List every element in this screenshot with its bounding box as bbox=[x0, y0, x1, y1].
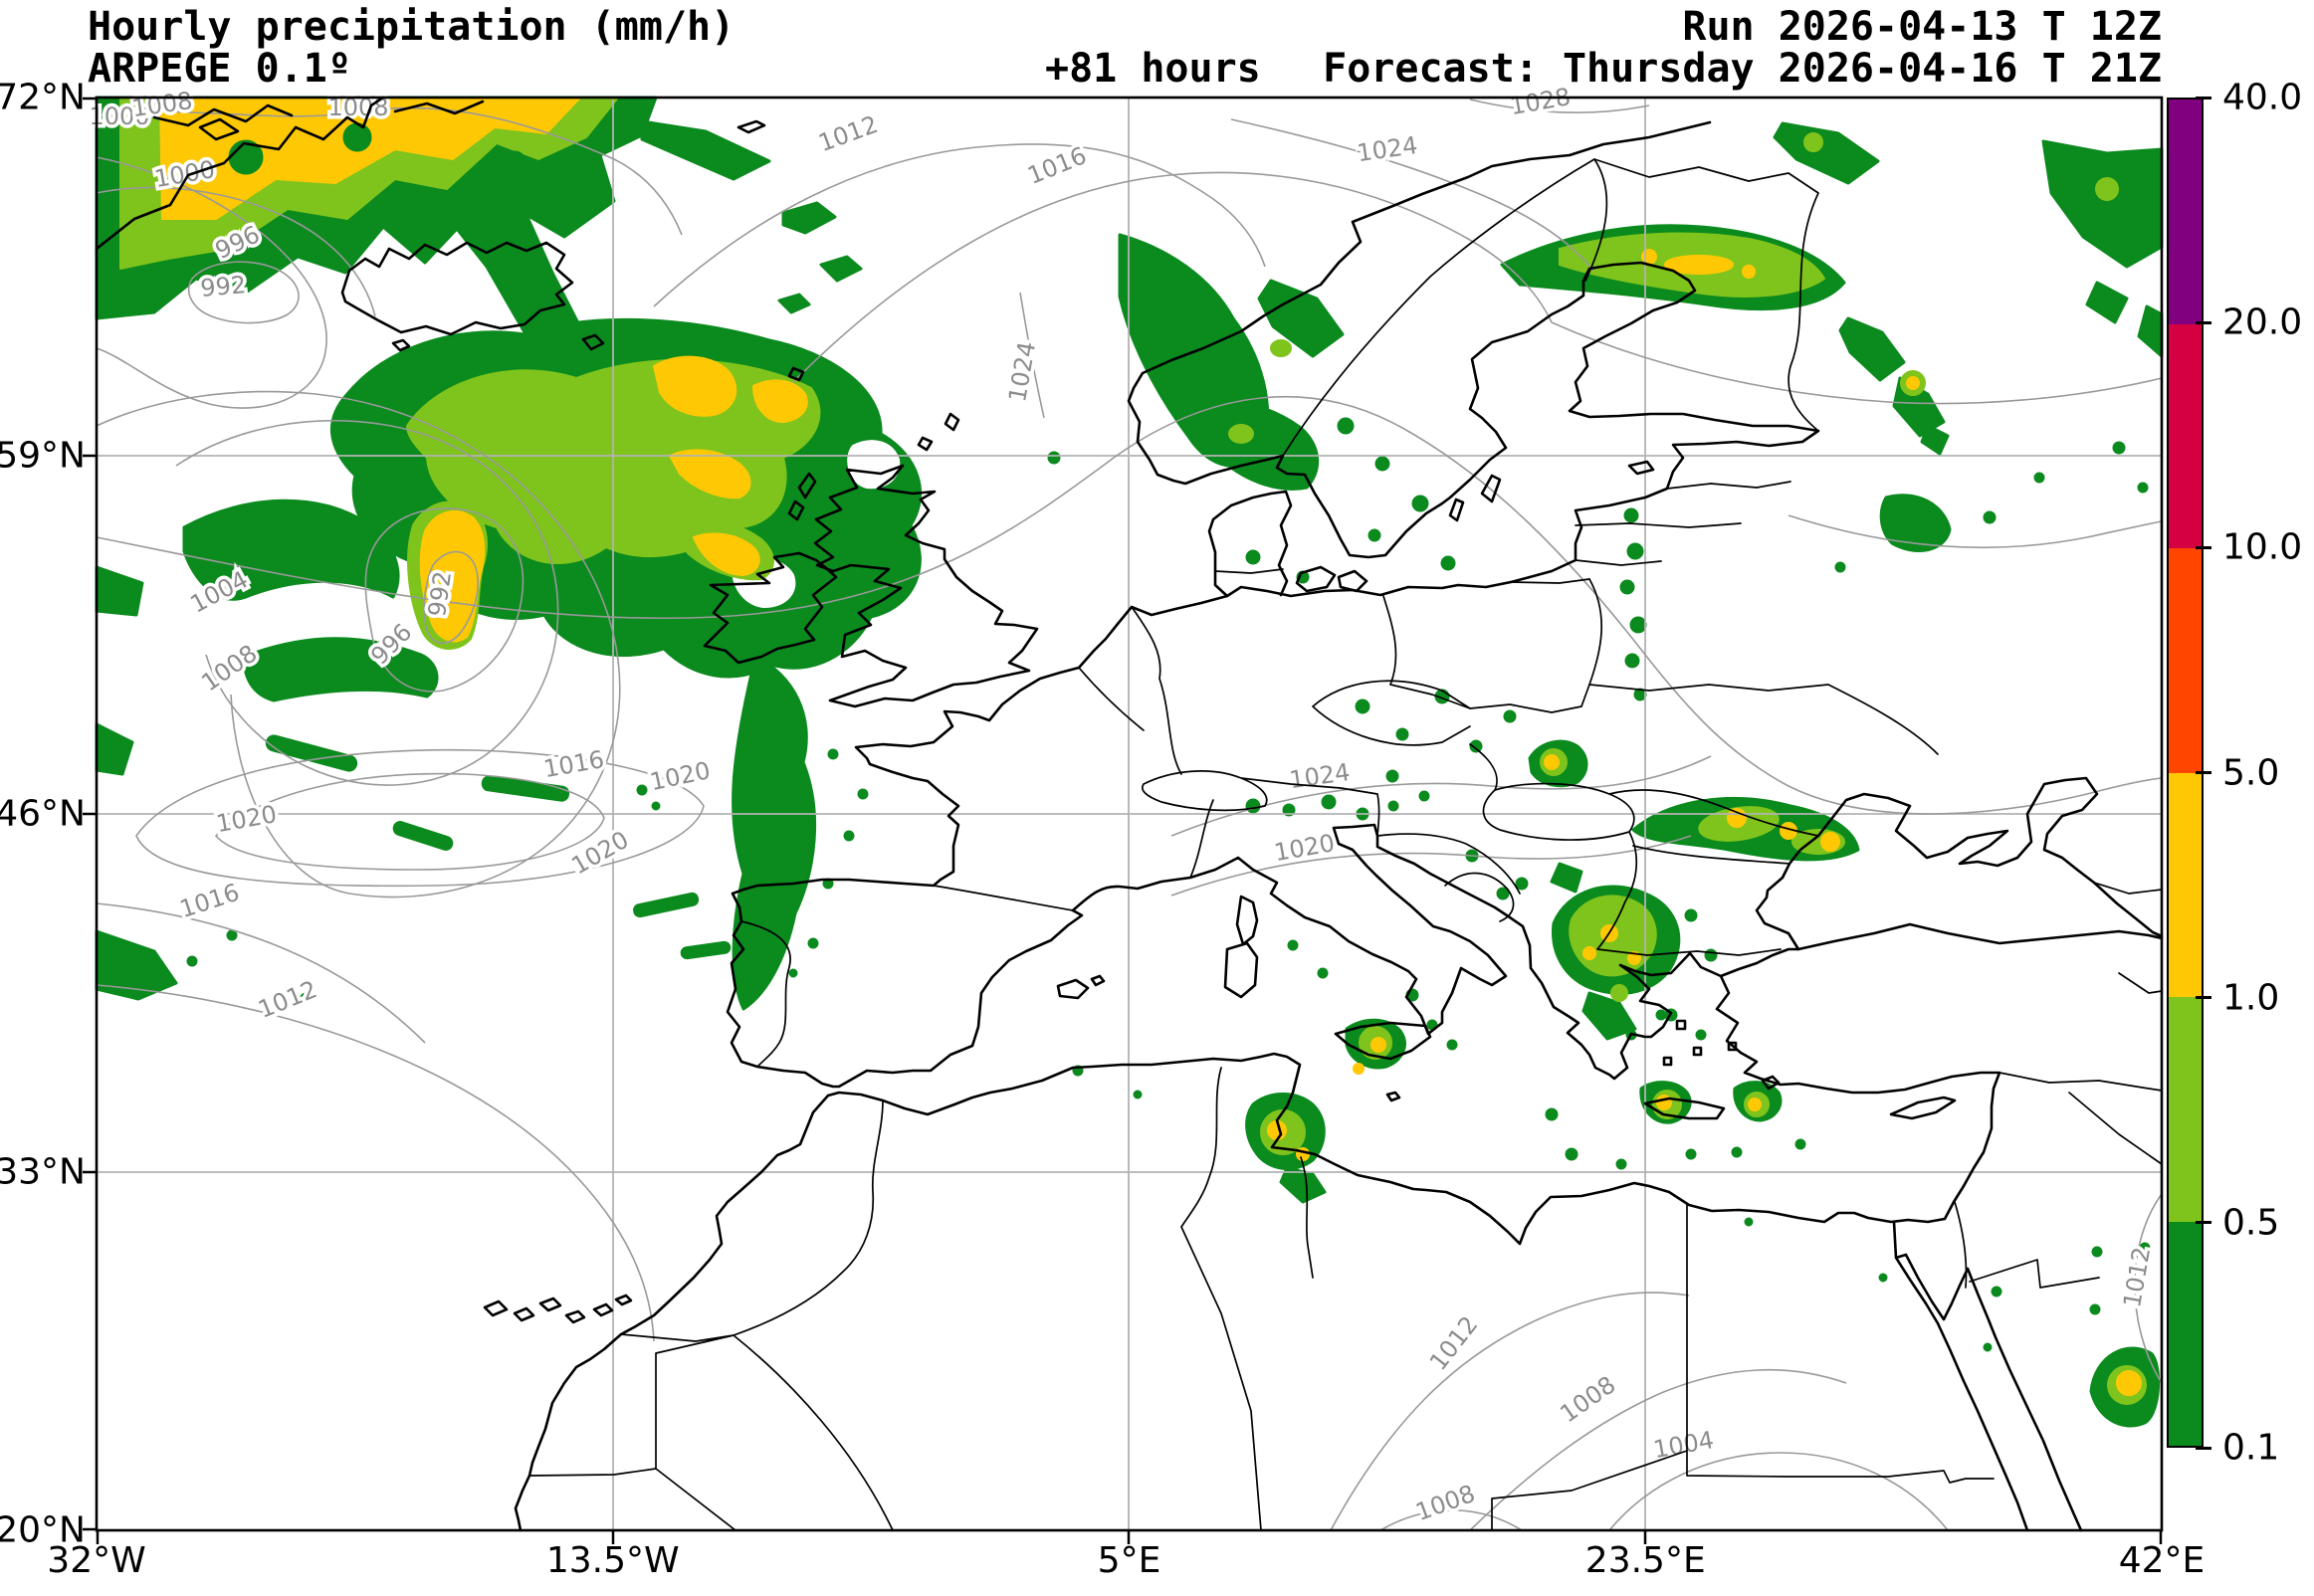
isobar-label: 1000 bbox=[152, 155, 217, 193]
isobar-label: 1016 bbox=[541, 745, 606, 783]
colorbar-segment bbox=[2169, 100, 2202, 324]
precip-gold-layer bbox=[159, 97, 2142, 1396]
colorbar-tick-label: 0.5 bbox=[2222, 1202, 2280, 1244]
isobar-label: 1008 bbox=[1412, 1480, 1479, 1526]
x-tick-label: 42°E bbox=[2118, 1540, 2206, 1581]
colorbar-tick-label: 20.0 bbox=[2222, 301, 2303, 343]
y-tick-label: 72°N bbox=[0, 77, 86, 118]
page-title: Hourly precipitation (mm/h) bbox=[88, 4, 736, 50]
isobar-label: 1020 bbox=[567, 826, 634, 881]
precip-red-layer bbox=[435, 597, 445, 607]
axis-ticks bbox=[83, 97, 2163, 1544]
map-frame bbox=[95, 96, 2164, 1532]
y-tick-label: 46°N bbox=[0, 793, 86, 835]
y-axis-labels: 72°N 59°N 46°N 33°N 20°N bbox=[0, 78, 86, 1551]
colorbar-tick-label: 0.1 bbox=[2222, 1427, 2280, 1469]
isobar-label: 1012 bbox=[1424, 1310, 1484, 1375]
colorbar-segment bbox=[2169, 548, 2202, 773]
run-label: Run 2026-04-13 T 12Z bbox=[1682, 4, 2162, 50]
colorbar-tick-label: 40.0 bbox=[2222, 77, 2303, 118]
isobar-label: 1020 bbox=[1272, 829, 1337, 867]
colorbar-segment bbox=[2169, 997, 2202, 1222]
forecast-label: Forecast: Thursday 2026-04-16 T 21Z bbox=[1323, 46, 2162, 92]
isobar-label: 1004 bbox=[1651, 1426, 1716, 1464]
y-tick-label: 59°N bbox=[0, 435, 86, 477]
precip-green-details bbox=[228, 122, 527, 176]
y-tick-label: 33°N bbox=[0, 1151, 86, 1193]
isobar-label: 1024 bbox=[1003, 339, 1041, 404]
colorbar-segment bbox=[2169, 1221, 2202, 1446]
x-tick-label: 23.5°E bbox=[1584, 1540, 1706, 1581]
colorbar-tick-label: 10.0 bbox=[2222, 526, 2303, 568]
isobar-label: 1016 bbox=[1023, 141, 1090, 190]
isobar-label: 1012 bbox=[815, 110, 882, 157]
isobar-label: 1016 bbox=[176, 879, 243, 924]
colorbar-segment bbox=[2169, 772, 2202, 997]
coastlines bbox=[95, 96, 2164, 1532]
precip-green-dots bbox=[186, 417, 2151, 1352]
x-tick-label: 13.5°W bbox=[545, 1540, 680, 1581]
colorbar-labels: 40.0 20.0 10.0 5.0 1.0 0.5 0.1 bbox=[2222, 78, 2314, 1469]
x-axis-labels: 32°W 13.5°W 5°E 23.5°E 42°E bbox=[47, 1540, 2205, 1590]
isobar-label: 1020 bbox=[648, 756, 714, 796]
isobar-label: 1024 bbox=[1356, 131, 1419, 167]
x-tick-label: 32°W bbox=[47, 1540, 146, 1581]
isobar-label: 1012 bbox=[2118, 1245, 2156, 1309]
y-tick-label: 20°N bbox=[0, 1509, 86, 1551]
lead-time-label: +81 hours bbox=[1045, 46, 1261, 92]
isobar-label: 1012 bbox=[254, 975, 320, 1024]
country-borders bbox=[528, 158, 2163, 1531]
x-tick-label: 5°E bbox=[1097, 1540, 1161, 1581]
map-plot-area: 1000 1008 1008 1000 996 992 1012 1016 1024 1028 10… bbox=[83, 80, 2164, 1544]
graticule bbox=[97, 98, 2162, 1530]
colorbar bbox=[2167, 98, 2204, 1448]
isobar-label: 992 bbox=[199, 271, 247, 302]
colorbar-tick-label: 1.0 bbox=[2222, 977, 2280, 1019]
colorbar-tick-label: 5.0 bbox=[2222, 752, 2280, 793]
model-label: ARPEGE 0.1º bbox=[88, 46, 351, 92]
colorbar-segment bbox=[2169, 323, 2202, 548]
